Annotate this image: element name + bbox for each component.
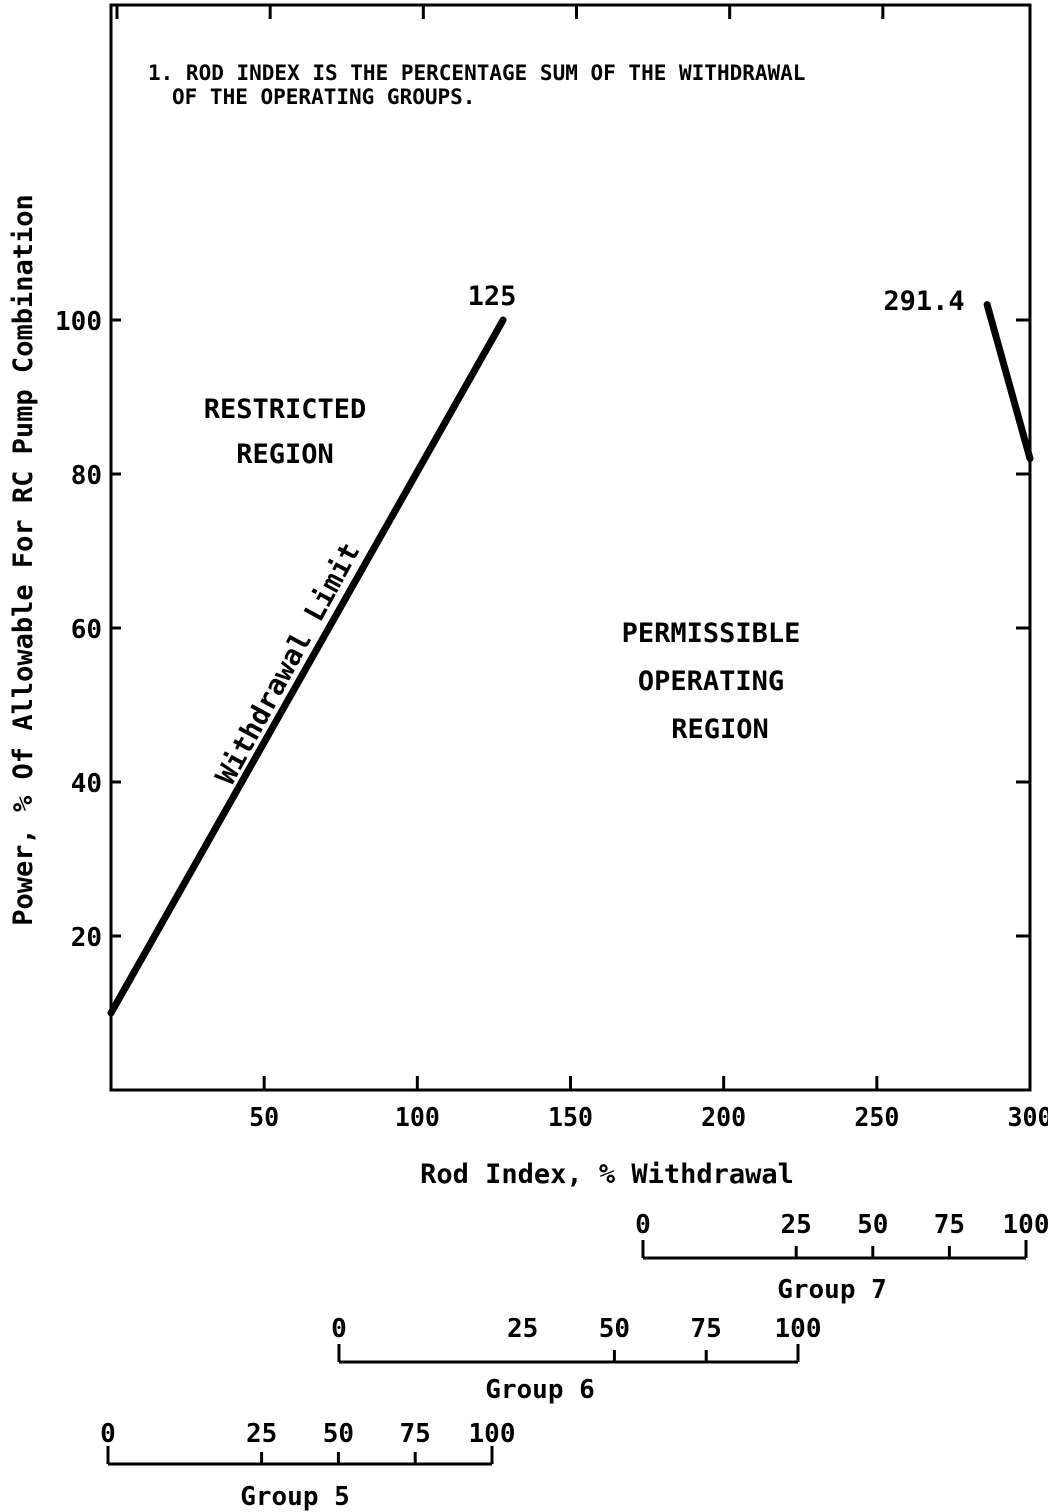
x-tick-label: 300: [1008, 1103, 1048, 1133]
group-scale-name: Group 6: [485, 1375, 595, 1405]
point-label-291: 291.4: [883, 286, 964, 317]
group-scale-label: 100: [469, 1419, 516, 1449]
group-scale-label: 100: [775, 1314, 822, 1344]
group-scale-label: 50: [599, 1314, 630, 1344]
group-scale-label: 25: [246, 1419, 277, 1449]
group-scale-label: 25: [507, 1314, 538, 1344]
group-scale-label: 0: [100, 1419, 116, 1449]
withdrawal-limit-label: Withdrawal Limit: [209, 537, 367, 790]
group-scale-label: 0: [331, 1314, 347, 1344]
x-tick-label: 200: [701, 1103, 746, 1133]
group-scale-name: Group 7: [777, 1275, 887, 1305]
x-tick-label: 250: [854, 1103, 899, 1133]
withdrawal-limit-line: [107, 316, 507, 1017]
group-scale-label: 75: [691, 1314, 722, 1344]
group-scale-label: 75: [934, 1210, 965, 1240]
restricted-region-label: RESTRICTED: [204, 394, 367, 425]
restricted-region-label: REGION: [236, 439, 334, 470]
x-tick-label: 50: [249, 1103, 279, 1133]
group-scale-label: 50: [857, 1210, 888, 1240]
y-tick-label: 40: [71, 769, 102, 799]
permissible-region-label: PERMISSIBLE: [622, 618, 801, 649]
plot-frame: [109, 3, 1032, 1092]
upper-limit-line: [983, 301, 1034, 463]
group-scale-name: Group 5: [240, 1482, 350, 1512]
group-scale-label: 0: [635, 1210, 651, 1240]
point-label-125: 125: [468, 281, 517, 312]
note-line-2: OF THE OPERATING GROUPS.: [172, 85, 475, 109]
group-scale-label: 75: [400, 1419, 431, 1449]
group-scale-label: 50: [323, 1419, 354, 1449]
y-tick-label: 20: [71, 923, 102, 953]
x-tick-label: 150: [548, 1103, 593, 1133]
permissible-region-label: REGION: [671, 714, 769, 745]
y-tick-label: 60: [71, 615, 102, 645]
x-axis-label: Rod Index, % Withdrawal: [420, 1159, 794, 1190]
y-tick-label: 80: [71, 461, 102, 491]
y-tick-label: 100: [55, 307, 102, 337]
group-scale-label: 100: [1003, 1210, 1048, 1240]
permissible-region-label: OPERATING: [638, 666, 784, 697]
group-scale-label: 25: [781, 1210, 812, 1240]
y-axis-label: Power, % Of Allowable For RC Pump Combin…: [8, 194, 39, 926]
x-tick-label: 100: [395, 1103, 440, 1133]
note-line-1: 1. ROD INDEX IS THE PERCENTAGE SUM OF TH…: [148, 61, 805, 85]
